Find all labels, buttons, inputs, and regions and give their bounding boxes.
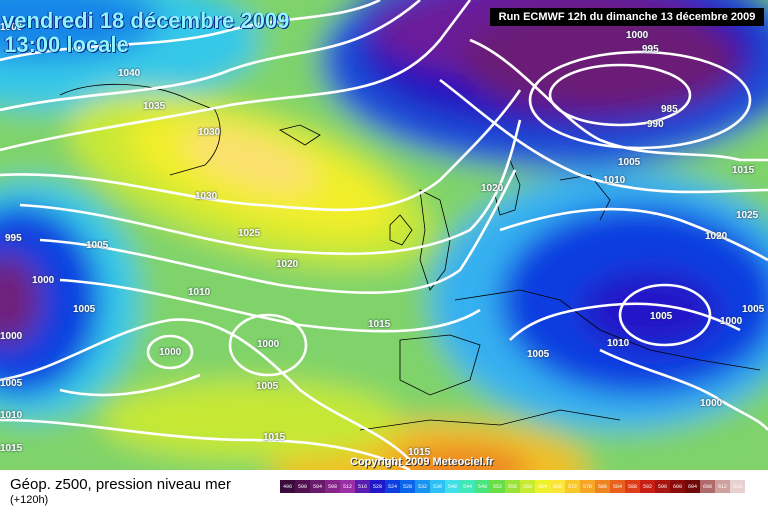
isobar-label: 1040 xyxy=(118,68,141,79)
isobar-label: 1005 xyxy=(73,304,96,315)
isobar-label: 1010 xyxy=(0,410,23,421)
scale-swatch: 584 xyxy=(610,480,625,493)
weather-map: 1040 1035 1030 1030 1025 1020 1015 1010 … xyxy=(0,0,768,470)
scale-swatch: 536 xyxy=(430,480,445,493)
isobar-label: 1015 xyxy=(263,432,286,443)
scale-swatch: 568 xyxy=(550,480,565,493)
scale-swatch: 576 xyxy=(580,480,595,493)
legend-panel: Géop. z500, pression niveau mer (+120h) … xyxy=(0,470,768,512)
isobar-label: 1025 xyxy=(736,210,759,221)
scale-swatch: 580 xyxy=(595,480,610,493)
scale-swatch: 592 xyxy=(640,480,655,493)
scale-swatch: 504 xyxy=(310,480,325,493)
isobar-label: 1020 xyxy=(705,231,728,242)
geopotential-field xyxy=(0,0,768,470)
isobar-label: 1000 xyxy=(626,30,649,41)
isobar-label: 1010 xyxy=(188,287,211,298)
scale-swatch: 512 xyxy=(340,480,355,493)
copyright-notice: Copyright 2009 Meteociel.fr xyxy=(350,456,494,468)
isobar-label: 1005 xyxy=(256,381,279,392)
scale-swatch: 604 xyxy=(685,480,700,493)
legend-lead-time: (+120h) xyxy=(10,494,49,506)
scale-swatch: 528 xyxy=(400,480,415,493)
isobar-label: 1015 xyxy=(0,443,23,454)
scale-swatch: 524 xyxy=(385,480,400,493)
coastlines xyxy=(59,83,761,431)
isobar-label: 995 xyxy=(642,44,659,55)
forecast-valid-date: vendredi 18 décembre 2009 xyxy=(2,8,290,33)
color-scale: 496 500 504 508 512 516 520 524 528 532 536 540 544 5… xyxy=(280,480,745,493)
scale-swatch: 548 xyxy=(475,480,490,493)
isobar-label: 1005 xyxy=(618,157,641,168)
scale-swatch: 588 xyxy=(625,480,640,493)
isobar-label: 1005 xyxy=(527,349,550,360)
scale-swatch: 532 xyxy=(415,480,430,493)
isobar-label: 1010 xyxy=(603,175,626,186)
isobar-label: 1015 xyxy=(732,165,755,176)
isobar-lines xyxy=(0,0,768,470)
isobar-label: 1030 xyxy=(198,127,221,138)
scale-swatch: 612 xyxy=(715,480,730,493)
scale-swatch: 600 xyxy=(670,480,685,493)
isobar-label: 1000 xyxy=(700,398,723,409)
isobar-label: 1035 xyxy=(143,101,166,112)
scale-swatch: 540 xyxy=(445,480,460,493)
scale-swatch: 556 xyxy=(505,480,520,493)
isobar-label: 1005 xyxy=(742,304,765,315)
isobar-label: 985 xyxy=(661,104,678,115)
scale-swatch: 508 xyxy=(325,480,340,493)
isobar-label: 1000 xyxy=(32,275,55,286)
isobar-label: 1000 xyxy=(0,331,23,342)
isobar-label: 1030 xyxy=(195,191,218,202)
scale-swatch: 520 xyxy=(370,480,385,493)
isobar-label: 1020 xyxy=(481,183,504,194)
scale-swatch: 500 xyxy=(295,480,310,493)
scale-swatch: 544 xyxy=(460,480,475,493)
scale-swatch: 516 xyxy=(355,480,370,493)
isobar-label: 1010 xyxy=(607,338,630,349)
isobar-label: 1015 xyxy=(408,447,431,458)
legend-title: Géop. z500, pression niveau mer xyxy=(10,476,231,493)
model-run-info: Run ECMWF 12h du dimanche 13 décembre 20… xyxy=(490,8,764,26)
isobar-label: 1005 xyxy=(650,311,673,322)
isobar-label: 1000 xyxy=(720,316,743,327)
isobar-label: 1000 xyxy=(0,22,23,33)
isobar-label: 1000 xyxy=(257,339,280,350)
isobar-label: 990 xyxy=(647,119,664,130)
scale-swatch: 596 xyxy=(655,480,670,493)
scale-swatch: 496 xyxy=(280,480,295,493)
isobar-label: 1015 xyxy=(368,319,391,330)
isobar-label: 1020 xyxy=(276,259,299,270)
forecast-local-time: 13:00 locale xyxy=(4,32,129,57)
isobar-label: 995 xyxy=(5,233,22,244)
scale-swatch: 616 xyxy=(730,480,745,493)
scale-swatch: 564 xyxy=(535,480,550,493)
isobar-label: 1000 xyxy=(159,347,182,358)
scale-swatch: 552 xyxy=(490,480,505,493)
isobar-label: 1005 xyxy=(0,378,23,389)
scale-swatch: 572 xyxy=(565,480,580,493)
isobar-label: 1025 xyxy=(238,228,261,239)
scale-swatch: 608 xyxy=(700,480,715,493)
isobar-label: 1005 xyxy=(86,240,109,251)
scale-swatch: 560 xyxy=(520,480,535,493)
